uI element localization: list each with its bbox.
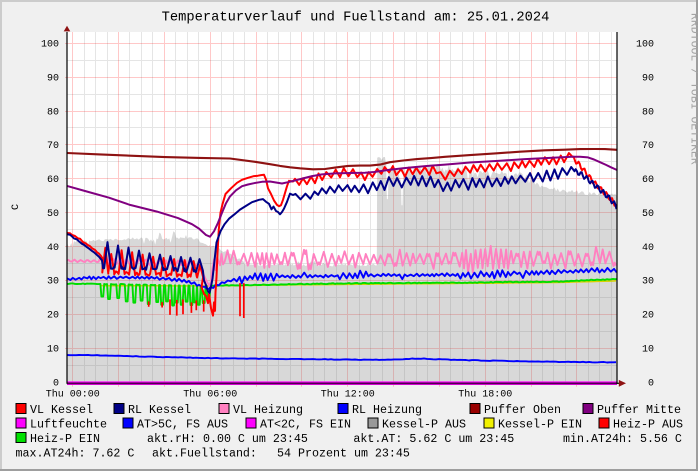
svg-text:90: 90	[47, 73, 59, 84]
svg-text:RRDTOOL / TOBI OETIKER: RRDTOOL / TOBI OETIKER	[688, 13, 698, 165]
svg-text:80: 80	[642, 107, 654, 118]
svg-text:10: 10	[47, 344, 59, 355]
svg-text:max.AT24h: 7.62 C: max.AT24h: 7.62 C	[16, 446, 135, 460]
svg-text:RL Kessel: RL Kessel	[128, 403, 191, 417]
svg-text:30: 30	[642, 277, 654, 288]
svg-text:80: 80	[47, 107, 59, 118]
svg-text:VL Kessel: VL Kessel	[30, 403, 93, 417]
svg-text:60: 60	[642, 175, 654, 186]
svg-text:Thu 12:00: Thu 12:00	[321, 389, 375, 401]
svg-text:Thu 18:00: Thu 18:00	[458, 389, 512, 401]
svg-text:Heiz-P EIN: Heiz-P EIN	[30, 432, 100, 446]
svg-text:AT>5C, FS AUS: AT>5C, FS AUS	[137, 417, 228, 431]
svg-text:30: 30	[47, 277, 59, 288]
svg-text:50: 50	[642, 209, 654, 220]
svg-text:VL Heizung: VL Heizung	[233, 403, 303, 417]
svg-text:RL Heizung: RL Heizung	[352, 403, 422, 417]
svg-text:0: 0	[53, 378, 59, 389]
svg-text:50: 50	[47, 209, 59, 220]
svg-text:Kessel-P EIN: Kessel-P EIN	[498, 417, 582, 431]
svg-text:C: C	[11, 204, 22, 210]
svg-text:Thu 00:00: Thu 00:00	[46, 389, 100, 401]
svg-text:10: 10	[642, 344, 654, 355]
svg-text:Temperaturverlauf und Fuellsta: Temperaturverlauf und Fuellstand am: 25.…	[162, 10, 550, 26]
svg-text:min.AT24h: 5.56 C: min.AT24h: 5.56 C	[563, 432, 682, 446]
svg-text:100: 100	[41, 40, 59, 51]
svg-text:akt.rH: 0.00 C um 23:45: akt.rH: 0.00 C um 23:45	[147, 432, 308, 446]
svg-text:100: 100	[636, 40, 654, 51]
svg-text:90: 90	[642, 73, 654, 84]
svg-text:AT<2C, FS EIN: AT<2C, FS EIN	[260, 417, 351, 431]
svg-text:70: 70	[642, 141, 654, 152]
svg-text:akt.Fuellstand:: akt.Fuellstand:	[152, 446, 257, 460]
svg-text:akt.AT: 5.62 C um 23:45: akt.AT: 5.62 C um 23:45	[353, 432, 514, 446]
svg-text:54 Prozent um 23:45: 54 Prozent um 23:45	[277, 446, 410, 460]
svg-text:60: 60	[47, 175, 59, 186]
svg-text:Luftfeuchte: Luftfeuchte	[30, 417, 107, 431]
svg-text:Kessel-P AUS: Kessel-P AUS	[382, 417, 466, 431]
svg-text:40: 40	[642, 243, 654, 254]
svg-text:0: 0	[648, 378, 654, 389]
svg-text:70: 70	[47, 141, 59, 152]
svg-text:Puffer Mitte: Puffer Mitte	[597, 403, 681, 417]
svg-text:20: 20	[642, 311, 654, 322]
svg-text:20: 20	[47, 311, 59, 322]
svg-text:Puffer Oben: Puffer Oben	[484, 403, 561, 417]
svg-text:Heiz-P AUS: Heiz-P AUS	[613, 417, 683, 431]
svg-text:Thu 06:00: Thu 06:00	[183, 389, 237, 401]
svg-text:40: 40	[47, 243, 59, 254]
